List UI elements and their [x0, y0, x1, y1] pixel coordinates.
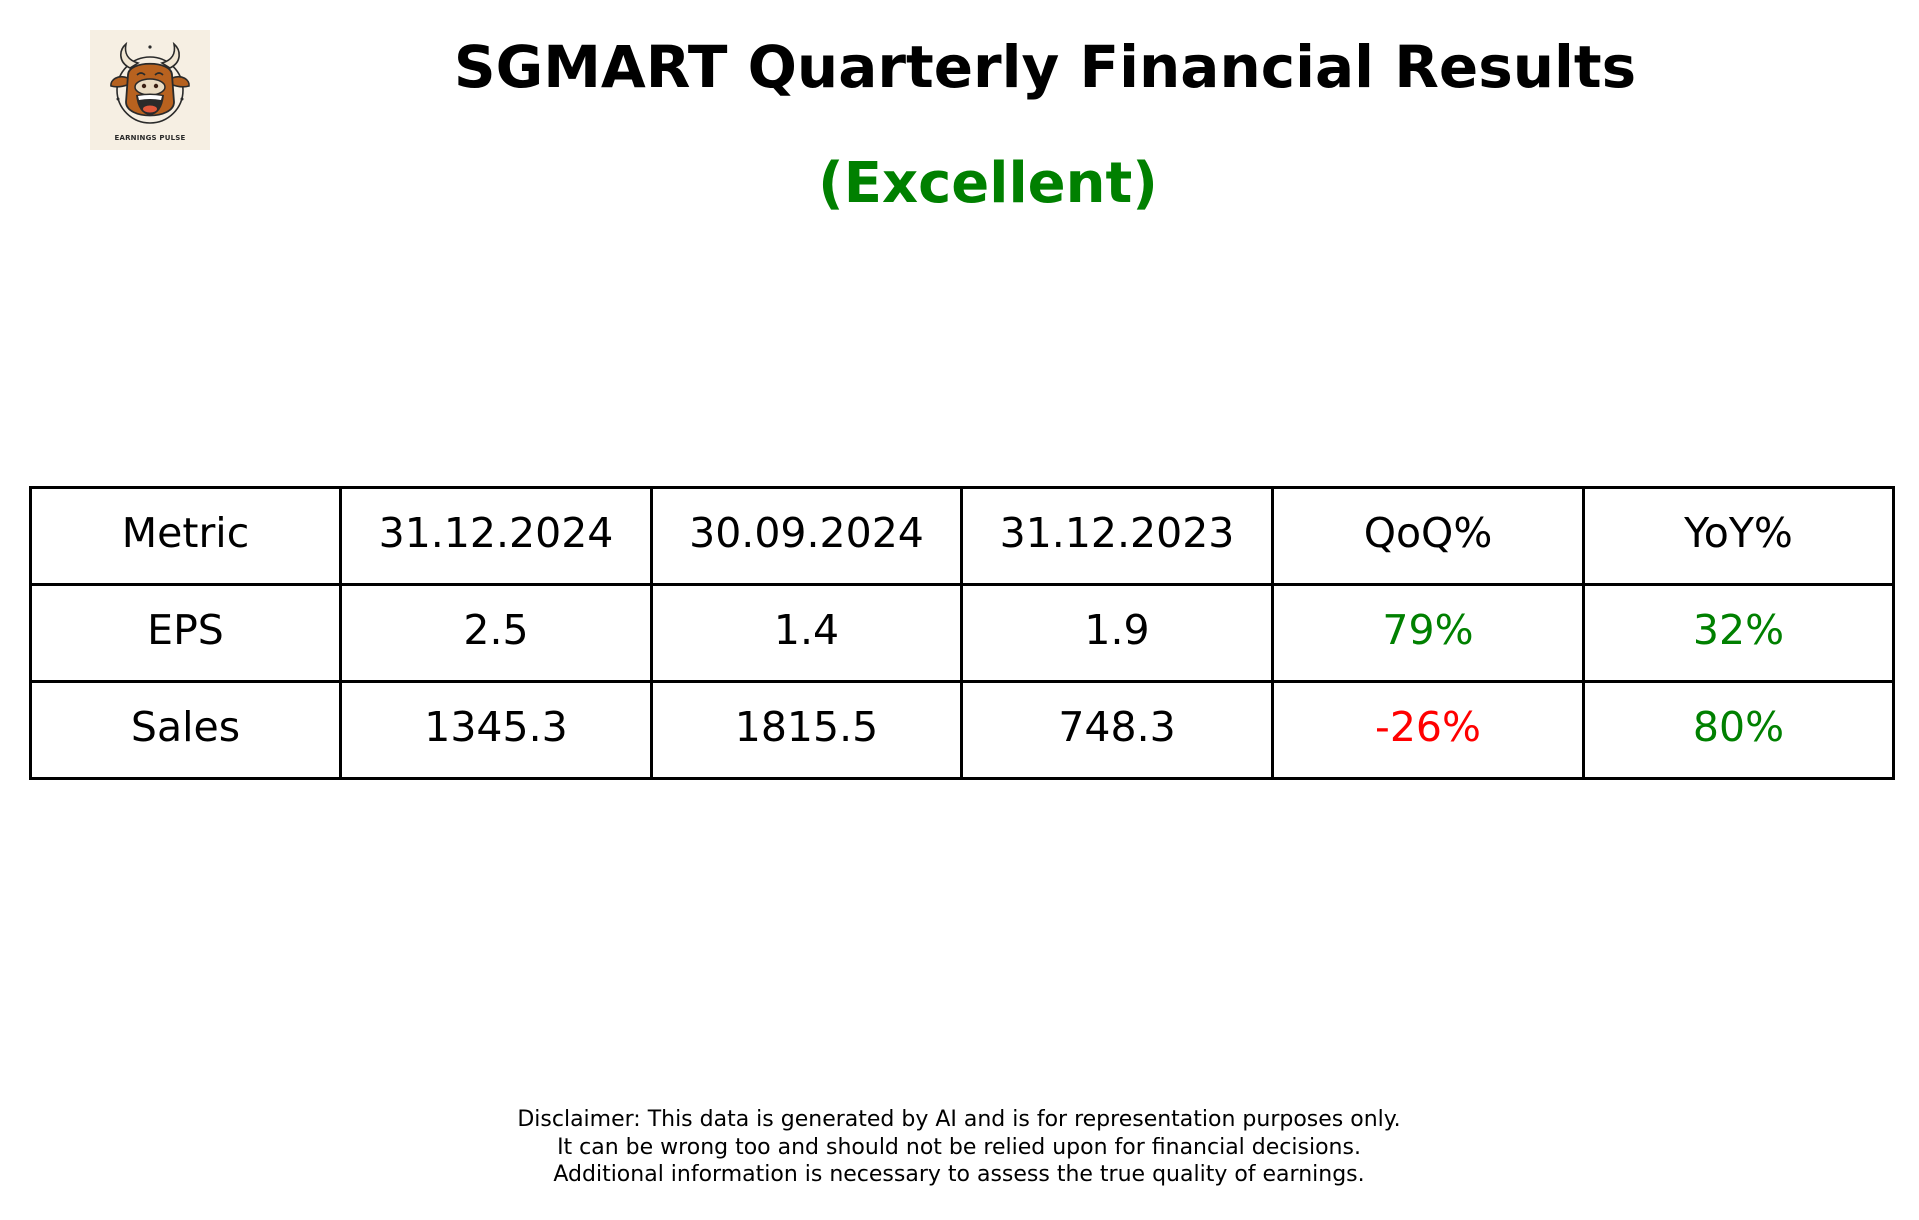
qoq-change-cell: 79% [1271, 583, 1585, 683]
page-title: SGMART Quarterly Financial Results [453, 33, 1637, 101]
current-quarter-cell: 2.5 [339, 583, 653, 683]
disclaimer-line: Additional information is necessary to a… [553, 1162, 1365, 1187]
yoy-change-cell: 32% [1582, 583, 1895, 683]
logo-text: EARNINGS PULSE [114, 134, 186, 142]
table-header-row: Metric 31.12.2024 30.09.2024 31.12.2023 … [29, 486, 1895, 586]
column-header-metric: Metric [29, 486, 342, 586]
column-header-yoy: YoY% [1582, 486, 1895, 586]
table-row: EPS 2.5 1.4 1.9 79% 32% [29, 583, 1895, 683]
earnings-pulse-logo: EARNINGS PULSE [90, 30, 210, 150]
current-quarter-cell: 1345.3 [339, 680, 653, 780]
qoq-change-cell: -26% [1271, 680, 1585, 780]
disclaimer-line: Disclaimer: This data is generated by AI… [517, 1107, 1401, 1132]
year-ago-quarter-cell: 1.9 [960, 583, 1274, 683]
column-header-year-ago-quarter: 31.12.2023 [960, 486, 1274, 586]
metric-name-cell: Sales [29, 680, 342, 780]
column-header-current-quarter: 31.12.2024 [339, 486, 653, 586]
column-header-previous-quarter: 30.09.2024 [650, 486, 963, 586]
column-header-qoq: QoQ% [1271, 486, 1585, 586]
disclaimer: Disclaimer: This data is generated by AI… [209, 1106, 1709, 1189]
results-table: Metric 31.12.2024 30.09.2024 31.12.2023 … [29, 486, 1895, 780]
metric-name-cell: EPS [29, 583, 342, 683]
rating-label: (Excellent) [818, 151, 1158, 216]
bull-mascot-icon [110, 41, 190, 124]
year-ago-quarter-cell: 748.3 [960, 680, 1274, 780]
disclaimer-line: It can be wrong too and should not be re… [557, 1134, 1361, 1160]
table-row: Sales 1345.3 1815.5 748.3 -26% 80% [29, 680, 1895, 780]
previous-quarter-cell: 1815.5 [650, 680, 963, 780]
yoy-change-cell: 80% [1582, 680, 1895, 780]
previous-quarter-cell: 1.4 [650, 583, 963, 683]
